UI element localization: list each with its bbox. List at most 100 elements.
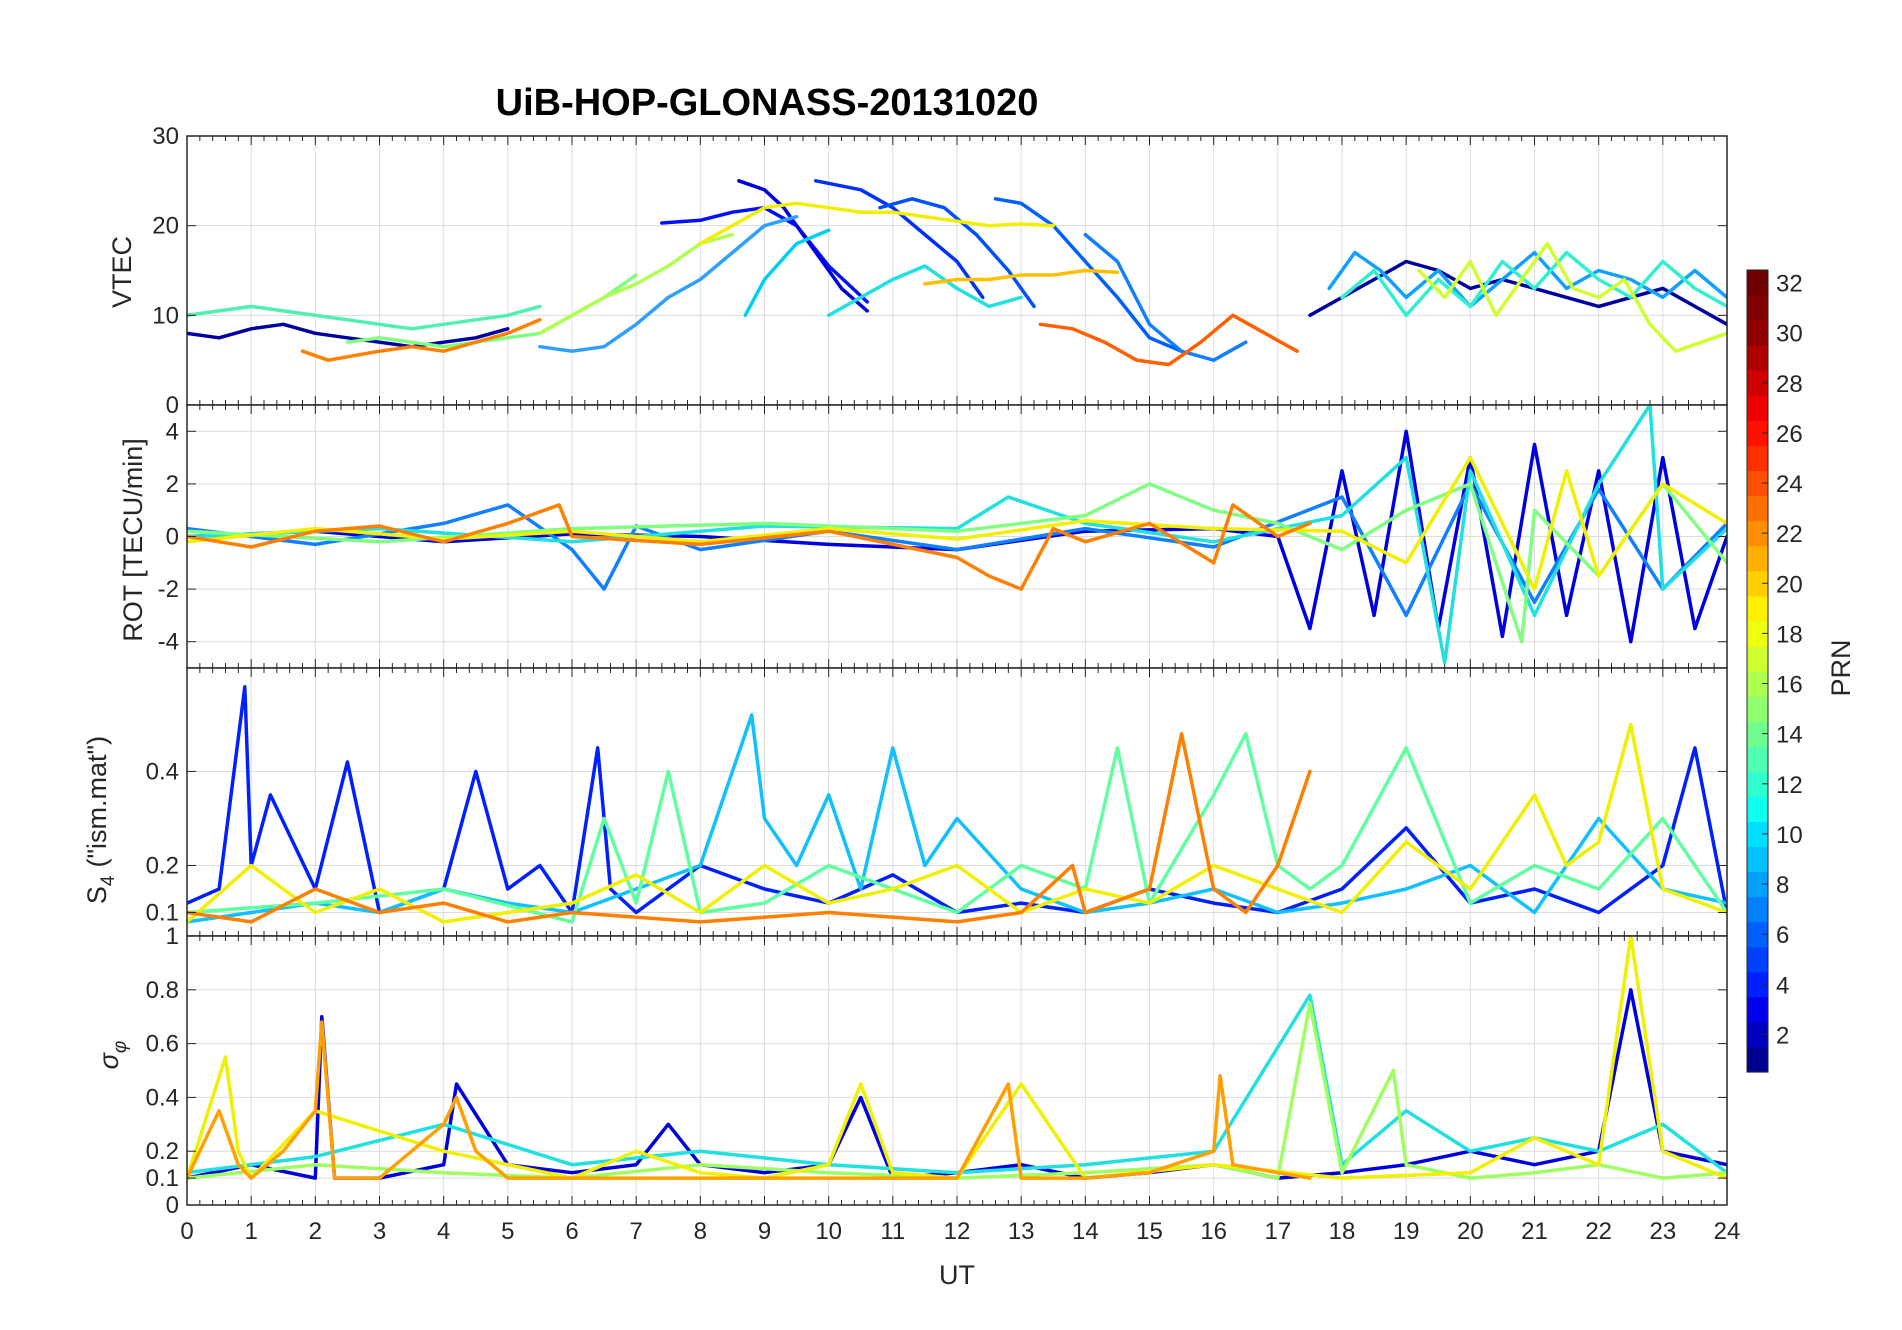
xtick-label: 9 bbox=[758, 1218, 771, 1245]
rot-series-prn-12 bbox=[187, 405, 1727, 665]
colorbar-swatch bbox=[1747, 620, 1768, 647]
xtick-label: 5 bbox=[501, 1218, 514, 1245]
vtec-series-prn-7 bbox=[993, 197, 1184, 353]
colorbar-swatch bbox=[1747, 1021, 1768, 1048]
xtick-label: 23 bbox=[1649, 1218, 1676, 1245]
colorbar-swatch bbox=[1747, 946, 1768, 973]
vtec-series-prn-8 bbox=[1083, 232, 1248, 362]
colorbar-tick-label: 6 bbox=[1776, 922, 1789, 949]
s4-ytick-label: 0.4 bbox=[146, 758, 179, 785]
xtick-label: 14 bbox=[1072, 1218, 1099, 1245]
vtec-series-prn-22 bbox=[923, 268, 1120, 286]
vtec-series-group bbox=[187, 179, 1727, 367]
colorbar-swatch bbox=[1747, 595, 1768, 622]
sigma-ytick-label: 1 bbox=[166, 923, 179, 950]
s4-series-prn-23 bbox=[187, 732, 1312, 924]
vtec-series-prn-25 bbox=[1038, 313, 1299, 367]
vtec-series-prn-24 bbox=[300, 318, 542, 362]
vtec-series-prn-19 bbox=[1417, 241, 1727, 353]
colorbar-swatch bbox=[1747, 796, 1768, 822]
s4-ylabel-main: S bbox=[82, 886, 112, 904]
sigma-ytick-label: 0.4 bbox=[146, 1084, 179, 1111]
vtec-series-prn-2 bbox=[187, 322, 510, 349]
colorbar-swatch bbox=[1747, 545, 1768, 572]
xtick-label: 21 bbox=[1521, 1218, 1548, 1245]
vtec-ytick-label: 10 bbox=[152, 302, 179, 329]
sigma-series-prn-22 bbox=[187, 1020, 1312, 1180]
s4-ylabel-rest: ("ism.mat") bbox=[82, 736, 112, 868]
colorbar-swatch bbox=[1747, 896, 1768, 923]
colorbar-swatch bbox=[1747, 345, 1768, 371]
sigma-ytick-label: 0.2 bbox=[146, 1138, 179, 1165]
colorbar-tick-label: 20 bbox=[1776, 571, 1803, 598]
vtec-series-prn-11 bbox=[743, 228, 831, 318]
sigma-axes-box bbox=[186, 935, 1728, 1206]
colorbar-swatch bbox=[1747, 921, 1768, 948]
xtick-label: 1 bbox=[244, 1218, 257, 1245]
rot-ytick-label: 0 bbox=[166, 524, 179, 551]
vtec-series-prn-10 bbox=[1327, 250, 1727, 309]
s4-series-group bbox=[187, 685, 1727, 924]
rot-series-prn-8 bbox=[187, 482, 1727, 618]
colorbar-swatch bbox=[1747, 1046, 1768, 1073]
xtick-label: 13 bbox=[1008, 1218, 1035, 1245]
sigma-ylabel: σφ bbox=[94, 1041, 131, 1070]
colorbar-tick-label: 12 bbox=[1776, 772, 1803, 799]
colorbar-tick-label: 30 bbox=[1776, 321, 1803, 348]
colorbar-swatch bbox=[1747, 746, 1768, 772]
colorbar-tick-label: 14 bbox=[1776, 722, 1803, 749]
x-axis-label: UT bbox=[939, 1260, 975, 1290]
colorbar-label: PRN bbox=[1826, 639, 1856, 696]
s4-ylabel: S4 ("ism.mat") bbox=[82, 736, 119, 904]
rot-grid bbox=[186, 405, 1728, 668]
sigma-panel: 00.10.20.40.60.810 1 2 3 4 5 6 7 8 9 10 11 12 13 14 15 1… bbox=[146, 923, 1741, 1245]
colorbar-tick-label: 22 bbox=[1776, 521, 1803, 548]
colorbar-swatch bbox=[1747, 721, 1768, 747]
rot-series-group bbox=[187, 405, 1727, 665]
xtick-label: 11 bbox=[880, 1218, 905, 1245]
xtick-label: 7 bbox=[629, 1218, 642, 1245]
rot-ytick-label: -4 bbox=[158, 629, 179, 656]
colorbar-swatch bbox=[1747, 295, 1768, 321]
colorbar-swatch bbox=[1747, 645, 1768, 672]
colorbar-swatch bbox=[1747, 270, 1768, 296]
colorbar-tick-label: 2 bbox=[1776, 1022, 1789, 1049]
colorbar-tick-label: 10 bbox=[1776, 822, 1803, 849]
s4-ylabel-sub: 4 bbox=[98, 875, 119, 886]
sigma-ytick-label: 0 bbox=[166, 1192, 179, 1219]
chart-title: UiB-HOP-GLONASS-20131020 bbox=[496, 82, 1039, 124]
s4-ytick-label: 0.2 bbox=[146, 852, 179, 879]
rot-series-prn-20 bbox=[187, 455, 1727, 591]
s4-panel: 0.1 0.2 0.4 bbox=[146, 667, 1728, 937]
vtec-panel: 0 10 20 30 bbox=[152, 123, 1728, 419]
xtick-label: 4 bbox=[437, 1218, 450, 1245]
vtec-series-prn-14 bbox=[187, 304, 542, 331]
vtec-ytick-label: 0 bbox=[166, 392, 179, 419]
colorbar-tick-label: 16 bbox=[1776, 672, 1803, 699]
sigma-ytick-label: 0.1 bbox=[146, 1165, 179, 1192]
xtick-label: 2 bbox=[309, 1218, 322, 1245]
sigma-ytick-label: 0.8 bbox=[146, 977, 179, 1004]
sigma-ylabel-main: σ bbox=[94, 1051, 124, 1069]
xtick-label: 20 bbox=[1457, 1218, 1484, 1245]
colorbar-swatch bbox=[1747, 996, 1768, 1023]
sigma-ylabel-sub: φ bbox=[110, 1041, 131, 1053]
colorbar-swatch bbox=[1747, 395, 1768, 421]
xtick-label: 16 bbox=[1200, 1218, 1227, 1245]
colorbar-tick-label: 26 bbox=[1776, 421, 1803, 448]
xtick-label: 24 bbox=[1714, 1218, 1741, 1245]
colorbar-swatch bbox=[1747, 671, 1768, 697]
xtick-label: 19 bbox=[1393, 1218, 1420, 1245]
rot-series-prn-23 bbox=[187, 503, 1312, 591]
colorbar-swatch bbox=[1747, 495, 1768, 522]
colorbar-swatch bbox=[1747, 696, 1768, 722]
colorbar-tick-label: 28 bbox=[1776, 371, 1803, 398]
colorbar-swatch bbox=[1747, 320, 1768, 346]
rot-ytick-label: -2 bbox=[158, 576, 179, 603]
sigma-series-group bbox=[187, 936, 1727, 1180]
vtec-series-prn-9 bbox=[538, 214, 799, 353]
rot-ytick-label: 4 bbox=[166, 418, 179, 445]
colorbar-swatch bbox=[1747, 420, 1768, 447]
colorbar-tick-label: 32 bbox=[1776, 271, 1803, 298]
